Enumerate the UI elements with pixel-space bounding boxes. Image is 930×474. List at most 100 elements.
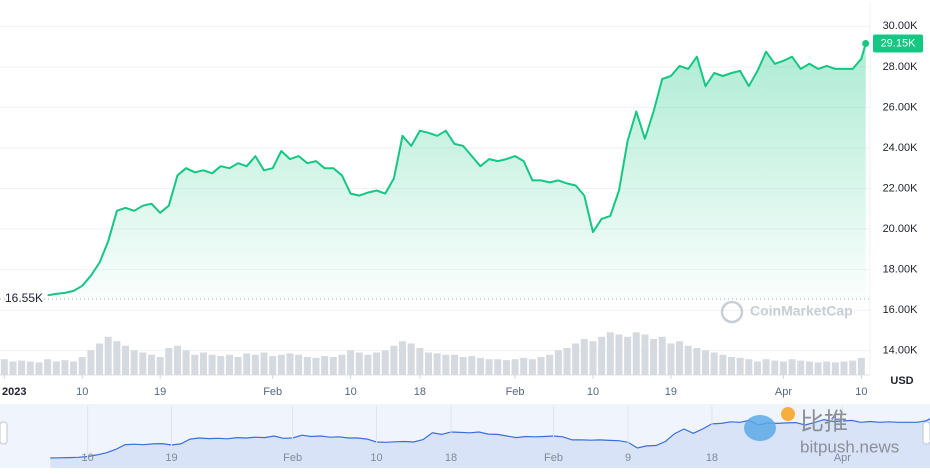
volume-bar — [104, 336, 112, 375]
coin-logo — [781, 407, 795, 421]
volume-bar — [606, 332, 614, 375]
volume-bar — [373, 352, 381, 375]
volume-bar — [251, 354, 259, 375]
volume-bar — [35, 362, 43, 375]
volume-bar — [208, 354, 216, 375]
volume-bar — [857, 357, 865, 375]
x-tick-label: 10 — [76, 386, 88, 398]
volume-bar — [658, 336, 666, 375]
volume-bar — [407, 343, 415, 375]
volume-bar — [139, 352, 147, 375]
volume-bar — [191, 354, 199, 375]
watermark: CoinMarketCap — [750, 303, 853, 319]
volume-bar — [450, 354, 458, 375]
volume-bar — [61, 360, 69, 375]
cmc-watermark: CoinMarketCap — [720, 300, 853, 324]
volume-bar — [338, 354, 346, 375]
x-tick-label: 10 — [587, 386, 599, 398]
navigator-tick-label: Apr — [834, 452, 851, 464]
volume-bar — [476, 357, 484, 375]
y-tick-label: 30.00K — [883, 20, 919, 32]
volume-bar — [355, 352, 363, 375]
volume-bar — [399, 341, 407, 375]
volume-bar — [130, 350, 138, 375]
y-unit: USD — [890, 375, 913, 387]
last-point — [862, 40, 870, 48]
navigator-tick-label: 19 — [165, 452, 177, 464]
x-tick-label: Apr — [775, 386, 792, 398]
volume-bar — [199, 352, 207, 375]
volume-bar — [702, 350, 710, 375]
volume-bar — [788, 359, 796, 375]
y-tick-label: 26.00K — [883, 101, 919, 113]
navigator-handle-right[interactable] — [922, 421, 930, 445]
volume-bar — [719, 354, 727, 375]
volume-bar — [303, 357, 311, 375]
volume-bar — [122, 345, 130, 375]
x-tick-label: Feb — [506, 386, 525, 398]
volume-bar — [225, 354, 233, 375]
volume-bar — [598, 336, 606, 375]
volume-bar — [494, 359, 502, 375]
volume-bar — [0, 359, 8, 375]
volume-bar — [762, 359, 770, 375]
volume-bar — [580, 339, 588, 375]
navigator-tick-label: 9 — [625, 452, 631, 464]
bitpush-watermark: 比推 bitpush.news — [744, 407, 899, 456]
volume-bar — [44, 359, 52, 375]
volume-bar — [563, 348, 571, 375]
volume-bar — [165, 348, 173, 375]
volume-bar — [840, 361, 848, 375]
volume-bar — [485, 359, 493, 375]
volume-bar — [650, 339, 658, 375]
volume-bar — [814, 362, 822, 375]
volume-bar — [710, 352, 718, 375]
watermark: bitpush.news — [800, 437, 899, 456]
volume-bar — [641, 334, 649, 375]
volume-bar — [173, 345, 181, 375]
volume-bar — [87, 350, 95, 375]
volume-bar — [468, 356, 476, 375]
volume-bar — [753, 361, 761, 375]
volume-bar — [624, 336, 632, 375]
y-tick-label: 14.00K — [883, 345, 919, 357]
price-line — [47, 43, 867, 297]
y-tick-label: 20.00K — [883, 223, 919, 235]
volume-bar — [260, 352, 268, 375]
last-price-label: 29.15K — [881, 37, 917, 49]
volume-bar — [632, 332, 640, 375]
volume-bar — [96, 343, 104, 375]
volume-bar — [442, 354, 450, 375]
volume-bar — [26, 361, 34, 375]
navigator-handle-left[interactable] — [0, 421, 8, 445]
x-tick-label: Feb — [263, 386, 282, 398]
volume-bar — [546, 354, 554, 375]
volume-bar — [78, 357, 86, 375]
price-area — [47, 43, 866, 299]
volume-bar — [18, 360, 26, 375]
volume-bar — [329, 357, 337, 375]
volume-bar — [831, 362, 839, 375]
volume-bar — [381, 350, 389, 375]
navigator-tick-label: Feb — [283, 452, 302, 464]
volume-bar — [364, 354, 372, 375]
volume-bar — [727, 357, 735, 375]
volume-bar — [277, 354, 285, 375]
volume-bar — [416, 348, 424, 375]
volume-bar — [243, 353, 251, 375]
navigator-tick-label: 18 — [706, 452, 718, 464]
volume-bar — [234, 357, 242, 375]
volume-bar — [286, 353, 294, 375]
volume-bar — [554, 350, 562, 375]
volume-bar — [70, 361, 78, 375]
volume-bar — [425, 352, 433, 375]
volume-bar — [572, 343, 580, 375]
navigator-tick-label: 10 — [370, 452, 382, 464]
navigator-area — [50, 418, 930, 468]
volume-bar — [797, 360, 805, 375]
volume-bar — [347, 350, 355, 375]
volume-bar — [745, 359, 753, 375]
y-tick-label: 16.00K — [883, 304, 919, 316]
x-tick-label: 19 — [154, 386, 166, 398]
